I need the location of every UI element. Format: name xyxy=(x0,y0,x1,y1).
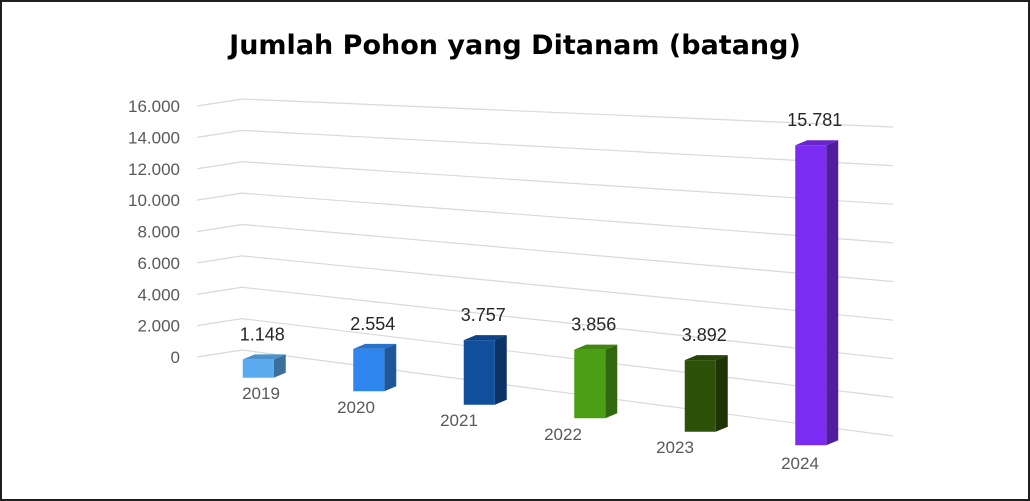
gridline xyxy=(196,129,894,167)
y-tick-label: 10.000 xyxy=(128,191,180,210)
gridline xyxy=(196,98,894,128)
data-labels: 1.148 2.554 3.757 3.856 3.892 15.781 xyxy=(240,110,843,345)
y-tick-label: 8.000 xyxy=(137,223,180,242)
bars xyxy=(242,140,839,446)
bar-side xyxy=(494,335,507,405)
y-tick-label: 2.000 xyxy=(137,317,180,336)
bar-side xyxy=(715,355,728,432)
data-label: 15.781 xyxy=(787,110,842,130)
data-label: 2.554 xyxy=(350,314,395,334)
bar-side xyxy=(384,343,397,392)
bar-top xyxy=(463,335,507,341)
gridline xyxy=(196,349,894,437)
bar-front xyxy=(353,348,385,392)
x-tick-label: 2023 xyxy=(656,438,694,457)
gridline xyxy=(196,286,894,360)
gridline xyxy=(196,192,894,244)
bar-top xyxy=(353,343,397,349)
gridline xyxy=(196,255,894,321)
bar xyxy=(795,140,839,446)
bar-front xyxy=(795,145,827,446)
bar-front xyxy=(684,360,716,432)
bar-top xyxy=(684,355,728,361)
bar-top xyxy=(242,354,286,360)
x-tick-label: 2022 xyxy=(544,425,582,444)
bar-side xyxy=(605,344,618,419)
gridline xyxy=(196,223,894,283)
y-tick-label: 16.000 xyxy=(128,97,180,116)
bar-side xyxy=(273,354,286,378)
y-tick-label: 6.000 xyxy=(137,254,180,273)
bar xyxy=(684,355,728,432)
bar xyxy=(353,343,397,392)
y-tick-label: 4.000 xyxy=(137,285,180,304)
x-tick-label: 2024 xyxy=(781,454,819,473)
chart-title: Jumlah Pohon yang Ditanam (batang) xyxy=(227,30,801,61)
bar-top xyxy=(795,140,839,146)
y-tick-label: 12.000 xyxy=(128,160,180,179)
x-tick-label: 2019 xyxy=(242,384,280,403)
data-label: 3.757 xyxy=(461,305,506,325)
y-axis-ticks: 0 2.000 4.000 6.000 8.000 10.000 12.000 14.000 1… xyxy=(128,97,180,367)
gridlines xyxy=(196,98,894,437)
bar-front xyxy=(242,359,274,378)
bar xyxy=(463,335,507,405)
bar xyxy=(242,354,286,378)
gridline xyxy=(196,318,894,398)
x-axis-ticks: 2019 2020 2021 2022 2023 2024 xyxy=(242,384,819,473)
bar-side xyxy=(826,140,839,446)
bar xyxy=(574,344,618,419)
x-tick-label: 2021 xyxy=(440,411,478,430)
x-tick-label: 2020 xyxy=(337,398,375,417)
bar-top xyxy=(574,344,618,350)
data-label: 3.892 xyxy=(682,325,727,345)
data-label: 1.148 xyxy=(240,324,285,344)
y-tick-label: 0 xyxy=(171,348,180,367)
bar-front xyxy=(463,340,495,405)
bar-front xyxy=(574,349,606,419)
y-tick-label: 14.000 xyxy=(128,128,180,147)
data-label: 3.856 xyxy=(571,315,616,335)
gridline xyxy=(196,161,894,205)
